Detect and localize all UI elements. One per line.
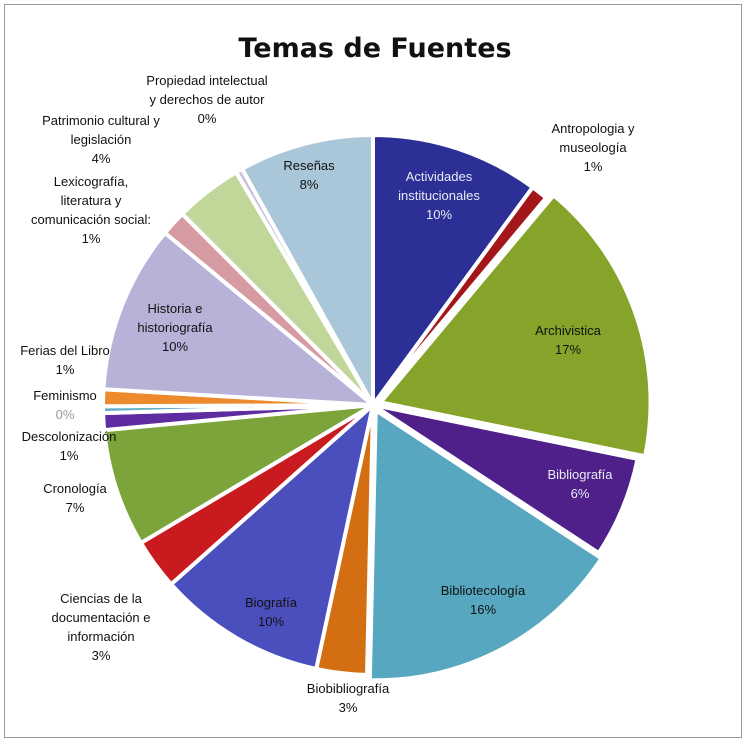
slice-label-historia-e-historiografia: Historia e historiografía 10% (137, 301, 213, 354)
slice-label-line: literatura y (61, 193, 122, 208)
slice-label-propiedad-intelectual-y-derechos-de-autor: Propiedad intelectual y derechos de autor… (146, 73, 268, 126)
chart-title: Temas de Fuentes (238, 33, 511, 64)
slice-label-line: Lexicografía, (54, 174, 128, 189)
slice-label-line: documentación e (51, 610, 150, 625)
slice-value-label: 10% (426, 207, 452, 222)
slice-label-line: Cronología (43, 481, 107, 496)
pie-labels: Actividades institucionales 10% Antropologi… (20, 73, 635, 715)
slice-value-label: 10% (162, 339, 188, 354)
pie-slice-actividades-institucionales (371, 133, 535, 407)
pie-slice-archivistica (378, 193, 653, 459)
slice-label-line: información (67, 629, 134, 644)
slice-label-line: Biobibliografía (307, 681, 390, 696)
slice-label-line: institucionales (398, 188, 480, 203)
slice-label-line: historiografía (137, 320, 213, 335)
slice-label-antropologia-y-museologia: Antropologia y museología 1% (551, 121, 635, 174)
slice-label-line: Actividades (406, 169, 473, 184)
slice-label-ferias-del-libro: Ferias del Libro 1% (20, 343, 110, 377)
slice-label-line: y derechos de autor (150, 92, 266, 107)
pie-slices (101, 133, 653, 683)
pie-slice-bibliografia (371, 403, 640, 556)
slice-value-label: 8% (300, 177, 319, 192)
pie-chart: Temas de Fuentes Actividades instituciona… (20, 33, 653, 715)
slice-value-label: 7% (66, 500, 85, 515)
slice-label-line: Antropologia y (551, 121, 635, 136)
slice-label-line: Descolonización (22, 429, 117, 444)
slice-value-label: 0% (56, 407, 75, 422)
slice-value-label: 1% (82, 231, 101, 246)
slice-label-patrimonio-cultural-y-legislacion: Patrimonio cultural y legislación 4% (42, 113, 160, 166)
slice-value-label: 3% (92, 648, 111, 663)
pie-slice-bibliotecologia (367, 408, 604, 683)
slice-label-line: Propiedad intelectual (146, 73, 268, 88)
slice-label-line: museología (559, 140, 627, 155)
slice-label-line: legislación (71, 132, 132, 147)
slice-value-label: 4% (92, 151, 111, 166)
slice-label-cronologia: Cronología 7% (43, 481, 107, 515)
slice-value-label: 16% (470, 602, 496, 617)
slice-value-label: 3% (339, 700, 358, 715)
slice-label-descolonizacion: Descolonización 1% (22, 429, 117, 463)
slice-value-label: 1% (60, 448, 79, 463)
slice-value-label: 1% (584, 159, 603, 174)
slice-label-line: Bibliotecología (441, 583, 526, 598)
slice-label-line: Bibliografía (547, 467, 613, 482)
slice-label-biografia: Biografía 10% (245, 595, 298, 629)
slice-label-line: Reseñas (283, 158, 335, 173)
slice-label-line: comunicación social: (31, 212, 151, 227)
slice-label-bibliotecologia: Bibliotecología 16% (441, 583, 526, 617)
pie-slice-cronologia (102, 403, 375, 545)
slice-label-archivistica: Archivistica 17% (535, 323, 602, 357)
slice-value-label: 1% (56, 362, 75, 377)
pie-slice-resenas (240, 133, 375, 407)
slice-label-line: Historia e (148, 301, 203, 316)
slice-label-line: Feminismo (33, 388, 97, 403)
slice-label-line: Archivistica (535, 323, 602, 338)
slice-label-biobibliografia: Biobibliografía 3% (307, 681, 390, 715)
slice-label-line: Patrimonio cultural y (42, 113, 160, 128)
slice-label-bibliografia: Bibliografía 6% (547, 467, 613, 501)
slice-value-label: 0% (198, 111, 217, 126)
slice-value-label: 6% (571, 486, 590, 501)
slice-label-line: Ciencias de la (60, 591, 142, 606)
slice-label-line: Biografía (245, 595, 298, 610)
slice-label-lexicografia-literatura-y-comunicacion-social: Lexicografía, literatura y comunicación so… (31, 174, 151, 246)
slice-label-line: Ferias del Libro (20, 343, 110, 358)
pie-slice-antropologia-y-museologia (371, 185, 549, 407)
chart-frame: Temas de Fuentes Actividades instituciona… (4, 4, 742, 738)
slice-value-label: 10% (258, 614, 284, 629)
pie-slice-biografia (169, 403, 375, 671)
slice-label-resenas: Reseñas 8% (283, 158, 335, 192)
slice-label-actividades-institucionales: Actividades institucionales 10% (398, 169, 480, 222)
slice-value-label: 17% (555, 342, 581, 357)
slice-label-ciencias-de-la-documentacion-e-informacion: Ciencias de la documentación e información… (51, 591, 150, 663)
slice-label-feminismo: Feminismo 0% (33, 388, 97, 422)
pie-slice-historia-e-historiografia (101, 230, 375, 407)
